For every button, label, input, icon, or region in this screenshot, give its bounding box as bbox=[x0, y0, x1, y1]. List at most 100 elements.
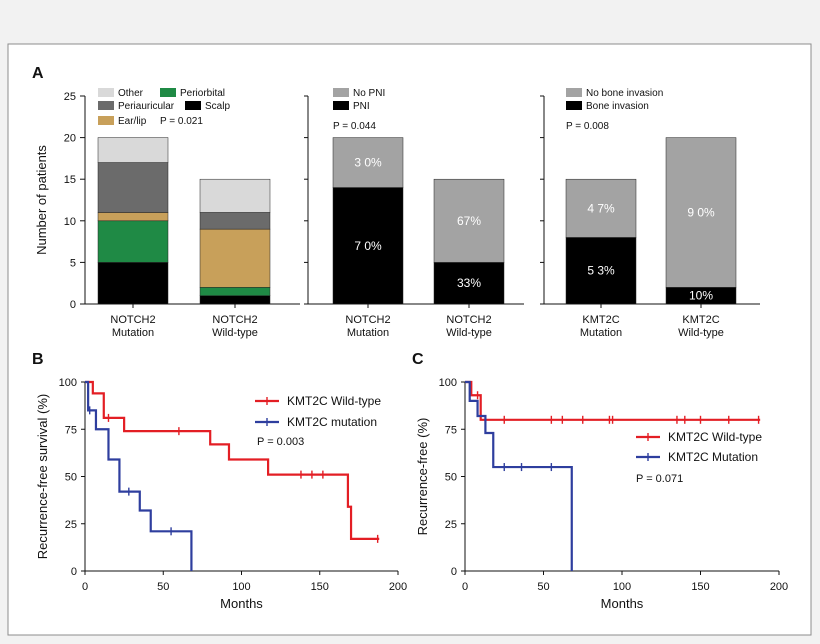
km-legend-label: KMT2C Wild-type bbox=[668, 430, 762, 444]
bar-percent-label: 67% bbox=[457, 214, 481, 228]
bar-segment bbox=[199, 178, 271, 213]
a-category-label: Mutation bbox=[112, 327, 154, 339]
a-category-label: NOTCH2 bbox=[345, 314, 390, 326]
km-x-tick-label: 50 bbox=[157, 581, 169, 593]
a-y-axis-label: Number of patients bbox=[34, 145, 49, 255]
km-y-tick-label: 50 bbox=[445, 472, 457, 484]
a-y-tick-label: 15 bbox=[64, 174, 76, 186]
bar-percent-label: 5 3% bbox=[587, 264, 615, 278]
km-y-axis-label: Recurrence-free survival (%) bbox=[35, 394, 50, 559]
km-x-axis-label: Months bbox=[601, 596, 644, 611]
km-curve bbox=[465, 380, 573, 571]
legend-earlip-swatch bbox=[98, 116, 114, 125]
km-x-tick-label: 200 bbox=[770, 581, 788, 593]
km-legend-label: KMT2C mutation bbox=[287, 415, 377, 429]
km-y-tick-label: 75 bbox=[445, 424, 457, 436]
legend-bone-invasion-swatch bbox=[566, 101, 582, 110]
legend-no-bone-invasion-swatch bbox=[566, 88, 582, 97]
panel-label-a: A bbox=[32, 65, 44, 82]
legend-bone-invasion-label: Bone invasion bbox=[586, 101, 649, 112]
a-y-tick-label: 10 bbox=[64, 216, 76, 228]
km-x-tick-label: 0 bbox=[462, 581, 468, 593]
km-x-tick-label: 0 bbox=[82, 581, 88, 593]
km-x-tick-label: 200 bbox=[389, 581, 407, 593]
bar-segment bbox=[199, 228, 271, 288]
legend-periorbital-label: Periorbital bbox=[180, 88, 225, 99]
a-category-label: Wild-type bbox=[446, 327, 492, 339]
bar-percent-label: 7 0% bbox=[354, 239, 382, 253]
a-y-tick-label: 20 bbox=[64, 133, 76, 145]
bar-segment bbox=[97, 220, 169, 263]
figure-frame bbox=[7, 43, 812, 636]
legend-earlip-label: Ear/lip bbox=[118, 116, 147, 127]
bar-segment bbox=[665, 137, 737, 288]
km-y-tick-label: 0 bbox=[451, 566, 457, 578]
panel-label-c: C bbox=[412, 351, 424, 368]
km-x-tick-label: 100 bbox=[232, 581, 250, 593]
bar-percent-label: 3 0% bbox=[354, 156, 382, 170]
legend-no-pni-swatch bbox=[333, 88, 349, 97]
km-x-tick-label: 100 bbox=[613, 581, 631, 593]
km-y-axis-label: Recurrence-free (%) bbox=[415, 418, 430, 536]
a-y-tick-label: 25 bbox=[64, 91, 76, 103]
bar-percent-label: 4 7% bbox=[587, 201, 615, 215]
bar-segment bbox=[433, 178, 505, 263]
a-category-label: NOTCH2 bbox=[110, 314, 155, 326]
bar-segment bbox=[199, 287, 271, 296]
a-category-label: KMT2C bbox=[582, 314, 619, 326]
p-value-a3: P = 0.008 bbox=[566, 121, 609, 132]
legend-other-swatch bbox=[98, 88, 114, 97]
panel-label-b: B bbox=[32, 351, 44, 368]
bar-percent-label: 33% bbox=[457, 276, 481, 290]
a-category-label: NOTCH2 bbox=[212, 314, 257, 326]
legend-scalp-swatch bbox=[185, 101, 201, 110]
legend-no-bone-invasion-label: No bone invasion bbox=[586, 88, 663, 99]
a-category-label: KMT2C bbox=[682, 314, 719, 326]
km-x-tick-label: 50 bbox=[537, 581, 549, 593]
p-value-a1: P = 0.021 bbox=[160, 116, 203, 127]
km-y-tick-label: 25 bbox=[445, 519, 457, 531]
bar-percent-label: 9 0% bbox=[687, 205, 715, 219]
a-y-tick-label: 5 bbox=[70, 257, 76, 269]
km-x-tick-label: 150 bbox=[691, 581, 709, 593]
bar-segment bbox=[565, 237, 637, 305]
km-y-tick-label: 25 bbox=[65, 519, 77, 531]
km-x-tick-label: 150 bbox=[311, 581, 329, 593]
km-y-tick-label: 100 bbox=[59, 377, 77, 389]
legend-no-pni-label: No PNI bbox=[353, 88, 385, 99]
km-y-tick-label: 75 bbox=[65, 424, 77, 436]
km-curve bbox=[85, 380, 380, 540]
bar-segment bbox=[565, 178, 637, 238]
legend-periauricular-swatch bbox=[98, 101, 114, 110]
p-value-a2: P = 0.044 bbox=[333, 121, 376, 132]
legend-periauricular-label: Periauricular bbox=[118, 101, 175, 112]
legend-periorbital-swatch bbox=[160, 88, 176, 97]
a-category-label: Mutation bbox=[580, 327, 622, 339]
km-p-value: P = 0.071 bbox=[636, 473, 683, 485]
bar-segment bbox=[97, 162, 169, 213]
km-p-value: P = 0.003 bbox=[257, 436, 304, 448]
legend-pni-label: PNI bbox=[353, 101, 370, 112]
km-legend-label: KMT2C Wild-type bbox=[287, 394, 381, 408]
bar-segment bbox=[97, 212, 169, 222]
km-y-tick-label: 100 bbox=[439, 377, 457, 389]
bar-segment bbox=[199, 295, 271, 305]
bar-segment bbox=[97, 262, 169, 305]
bar-percent-label: 10% bbox=[689, 289, 713, 303]
a-category-label: Wild-type bbox=[678, 327, 724, 339]
km-y-tick-label: 50 bbox=[65, 472, 77, 484]
legend-other-label: Other bbox=[118, 88, 144, 99]
bar-segment bbox=[332, 137, 404, 188]
bar-segment bbox=[97, 137, 169, 163]
bar-segment bbox=[433, 262, 505, 305]
a-y-tick-label: 0 bbox=[70, 299, 76, 311]
a-category-label: Mutation bbox=[347, 327, 389, 339]
km-y-tick-label: 0 bbox=[71, 566, 77, 578]
km-legend-label: KMT2C Mutation bbox=[668, 450, 758, 464]
km-x-axis-label: Months bbox=[220, 596, 263, 611]
bar-segment bbox=[199, 212, 271, 230]
legend-pni-swatch bbox=[333, 101, 349, 110]
legend-scalp-label: Scalp bbox=[205, 101, 230, 112]
